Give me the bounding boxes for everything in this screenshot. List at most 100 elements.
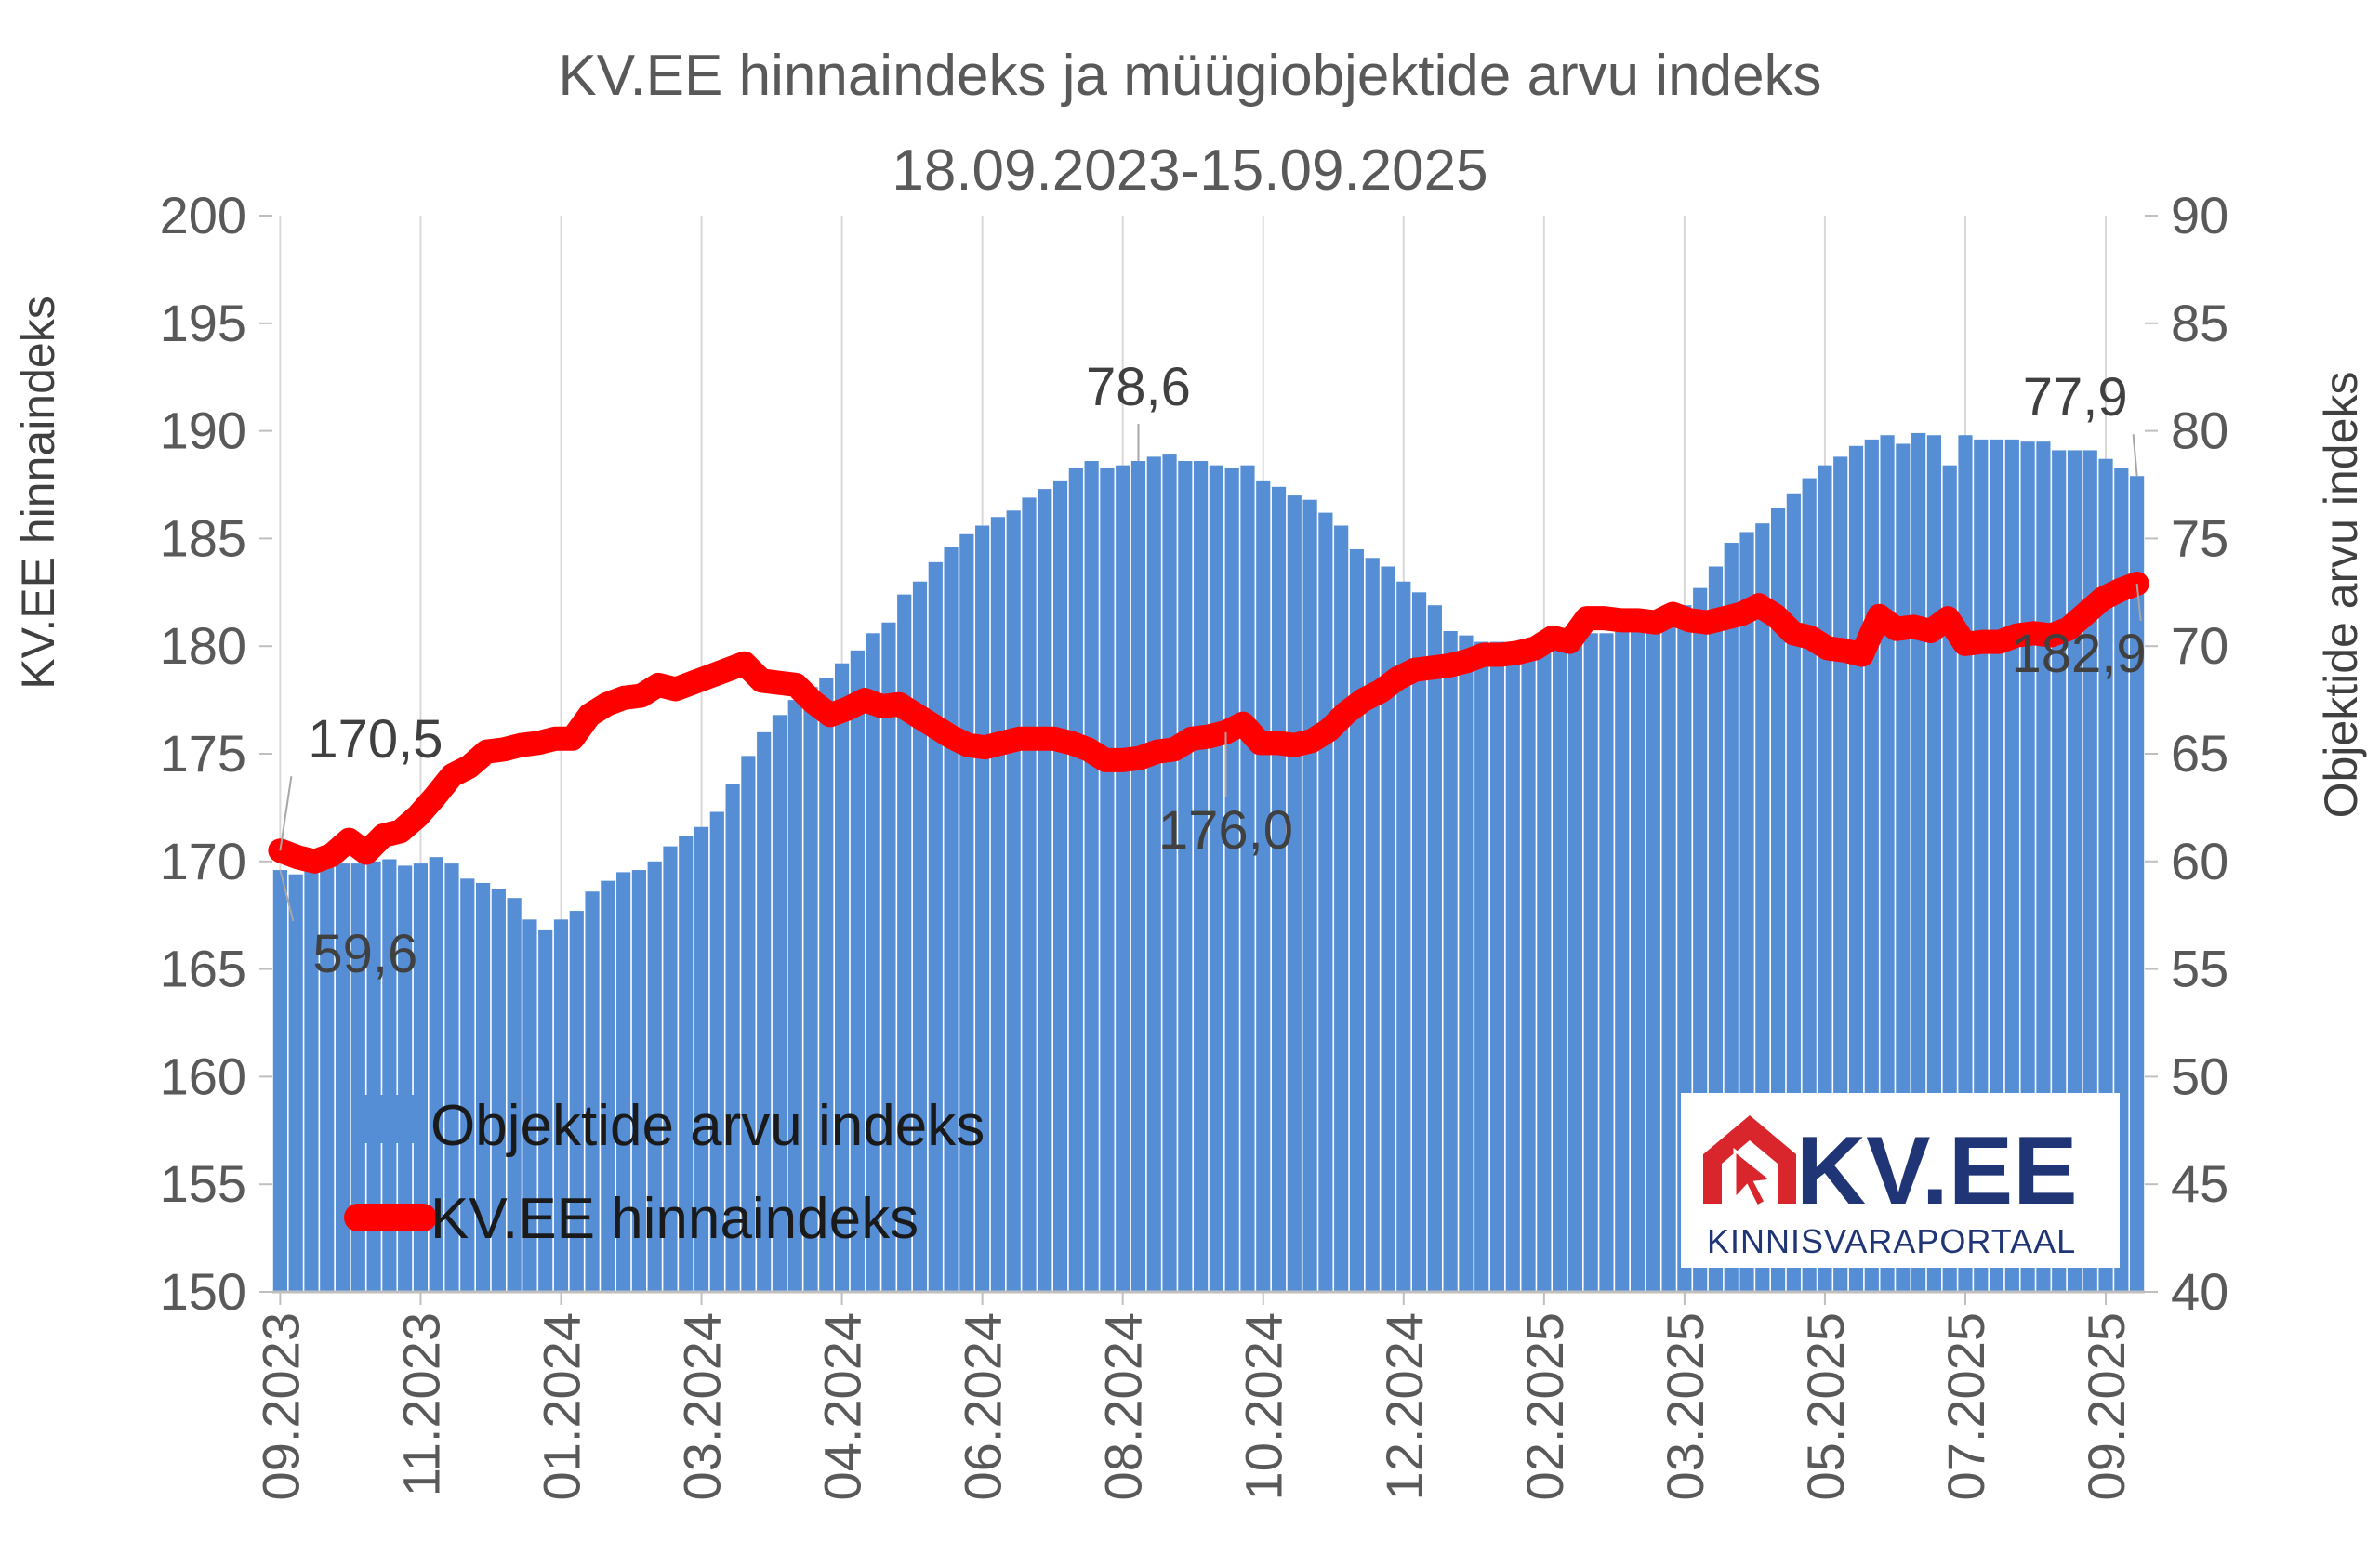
annotation-leader-1	[279, 869, 295, 922]
y-right-tick-label-2: 50	[2171, 1047, 2228, 1105]
line-point-45	[1052, 737, 1056, 741]
bar-19	[569, 911, 584, 1292]
bar-89	[1661, 615, 1676, 1292]
y-right-tick-labels: 40 45 50 55 60 65 70 75 80 85 90	[2171, 186, 2228, 1321]
line-point-107	[2118, 588, 2122, 592]
line-point-56	[1241, 722, 1245, 726]
bar-78	[1489, 641, 1505, 1292]
line-point-91	[1843, 649, 1846, 652]
line-point-64	[1379, 690, 1382, 693]
bar-88	[1646, 615, 1660, 1292]
bar-112	[2020, 441, 2035, 1292]
line-point-78	[1620, 618, 1623, 622]
line-point-3	[330, 853, 334, 857]
y-right-tick-label-4: 60	[2171, 832, 2228, 890]
line-point-5	[364, 851, 368, 855]
line-point-38	[932, 724, 935, 728]
bar-36	[835, 663, 850, 1292]
line-point-32	[828, 713, 832, 717]
bar-23	[631, 870, 646, 1292]
line-point-47	[1087, 747, 1091, 751]
bar-11	[444, 863, 459, 1292]
line-point-99	[1980, 640, 1984, 644]
line-point-86	[1757, 603, 1761, 607]
y-left-tick-label-10: 200	[160, 186, 246, 244]
line-point-52	[1172, 747, 1176, 751]
bar-25	[663, 846, 678, 1292]
x-tick-label-9: 02.2025	[1515, 1312, 1574, 1500]
bar-44	[959, 533, 974, 1292]
annotation-label-2: 78,6	[1086, 357, 1191, 417]
line-point-24	[691, 681, 694, 685]
line-point-28	[760, 678, 763, 682]
bar-66	[1302, 499, 1317, 1292]
bar-119	[2130, 476, 2145, 1292]
line-point-60	[1310, 739, 1314, 743]
bar-84	[1583, 633, 1598, 1292]
annotation-label-1: 59,6	[312, 924, 417, 984]
y-left-tick-label-0: 150	[160, 1262, 246, 1321]
y-left-tick-labels: 150 155 160 165 170 175 180 185 190 195 200	[160, 186, 246, 1321]
line-point-97	[1946, 616, 1950, 620]
line-point-98	[1964, 642, 1967, 646]
line-point-71	[1499, 652, 1502, 656]
line-point-51	[1156, 750, 1159, 754]
line-point-63	[1361, 698, 1365, 702]
bar-29	[725, 784, 740, 1292]
line-point-57	[1258, 741, 1262, 744]
line-point-43	[1018, 737, 1022, 741]
line-point-94	[1895, 627, 1898, 631]
bar-104	[1896, 443, 1911, 1293]
line-point-9	[433, 795, 437, 798]
data-labels: 170,5 59,6 78,6 176,0 77,9 182,9	[308, 357, 2146, 984]
bar-86	[1615, 626, 1630, 1292]
y-left-tick-label-7: 185	[160, 508, 246, 567]
bar-4	[335, 863, 350, 1292]
bar-2	[304, 870, 319, 1292]
bar-80	[1521, 643, 1536, 1292]
bar-82	[1553, 637, 1567, 1292]
bar-58	[1178, 461, 1193, 1292]
bar-64	[1271, 486, 1287, 1292]
bar-100	[1833, 456, 1848, 1293]
line-point-79	[1636, 618, 1640, 622]
y-right-tick-label-5: 65	[2171, 724, 2228, 783]
line-point-34	[863, 698, 866, 702]
bar-9	[413, 863, 429, 1292]
bar-27	[694, 826, 709, 1292]
bar-65	[1287, 495, 1302, 1292]
bar-46	[990, 517, 1006, 1292]
line-point-35	[880, 705, 884, 708]
bar-28	[709, 811, 724, 1292]
line-point-61	[1327, 729, 1330, 732]
kvee-logo: KV.EE KINNISVARAPORTAAL	[1681, 1093, 2120, 1268]
line-point-68	[1448, 664, 1451, 667]
line-point-77	[1602, 616, 1606, 620]
line-point-82	[1688, 618, 1692, 622]
line-point-90	[1826, 647, 1830, 651]
line-point-104	[2067, 627, 2070, 631]
x-tick-label-8: 12.2024	[1375, 1312, 1434, 1500]
y-left-tick-label-5: 175	[160, 724, 246, 783]
line-point-42	[1000, 741, 1004, 744]
bar-34	[803, 687, 818, 1292]
line-point-46	[1069, 741, 1073, 744]
bar-73	[1411, 592, 1427, 1292]
line-point-85	[1739, 612, 1743, 615]
line-point-81	[1671, 612, 1674, 615]
bar-81	[1537, 643, 1552, 1292]
line-point-10	[450, 773, 454, 777]
line-point-31	[812, 700, 815, 704]
bar-21	[601, 880, 615, 1292]
line-point-101	[2015, 634, 2018, 638]
line-point-18	[588, 713, 591, 717]
line-point-49	[1121, 758, 1125, 762]
line-point-4	[347, 838, 350, 842]
line-point-70	[1482, 652, 1486, 656]
line-point-13	[502, 747, 506, 751]
bar-13	[475, 882, 491, 1292]
x-tick-labels: 09.2023 11.2023 01.2024 03.2024 04.2024 06.20…	[251, 1312, 2135, 1500]
legend-label-line: KV.EE hinnaindeks	[430, 1187, 919, 1251]
bar-20	[585, 891, 600, 1292]
line-point-17	[571, 737, 575, 741]
